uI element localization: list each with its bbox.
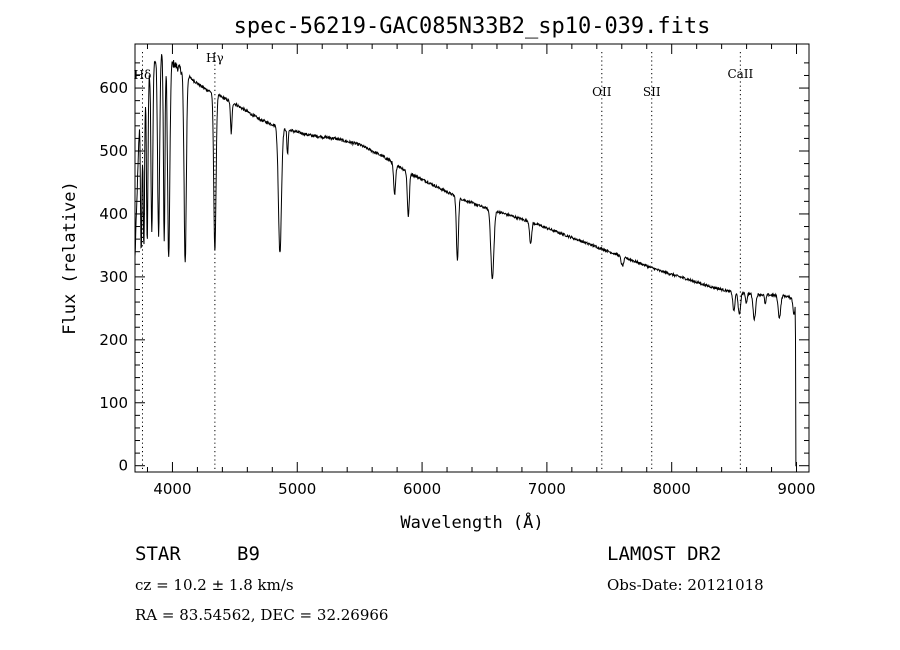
line-marker-label: SII — [643, 85, 661, 99]
x-tick-label: 7000 — [528, 480, 566, 498]
survey-name: LAMOST DR2 — [607, 543, 721, 565]
obs-date-text: Obs-Date: 20121018 — [607, 576, 764, 594]
x-tick-label: 4000 — [153, 480, 191, 498]
object-subclass: B9 — [237, 543, 260, 565]
y-tick-label: 100 — [99, 394, 128, 412]
line-marker-label: Hγ — [206, 51, 224, 65]
y-tick-label: 600 — [99, 79, 128, 97]
y-tick-label: 300 — [99, 268, 128, 286]
coordinates-text: RA = 83.54562, DEC = 32.26966 — [135, 606, 388, 624]
spectrum-series-line — [134, 54, 797, 467]
plot-frame — [134, 43, 810, 473]
y-axis-label: Flux (relative) — [60, 181, 80, 335]
line-marker-group: Hδ Hγ OII SII CaII — [134, 51, 754, 472]
y-tick-label: 0 — [118, 457, 128, 475]
x-tick-label: 9000 — [777, 480, 815, 498]
x-tick-label: 5000 — [278, 480, 316, 498]
y-tick-label: 400 — [99, 205, 128, 223]
y-tick-label: 200 — [99, 331, 128, 349]
x-tick-label: 8000 — [653, 480, 691, 498]
x-axis-label: Wavelength (Å) — [400, 511, 543, 533]
axis-ticks: 4000 5000 6000 7000 8000 9000 0 100 200 300 400 500… — [99, 44, 816, 498]
chart-title: spec-56219-GAC085N33B2_sp10-039.fits — [234, 14, 711, 39]
x-tick-label: 6000 — [403, 480, 441, 498]
object-class: STAR — [135, 543, 181, 565]
redshift-text: cz = 10.2 ± 1.8 km/s — [135, 576, 294, 594]
line-marker-label: CaII — [727, 67, 753, 81]
line-marker-label: OII — [592, 85, 612, 99]
line-marker-label: Hδ — [134, 68, 152, 82]
y-tick-label: 500 — [99, 142, 128, 160]
